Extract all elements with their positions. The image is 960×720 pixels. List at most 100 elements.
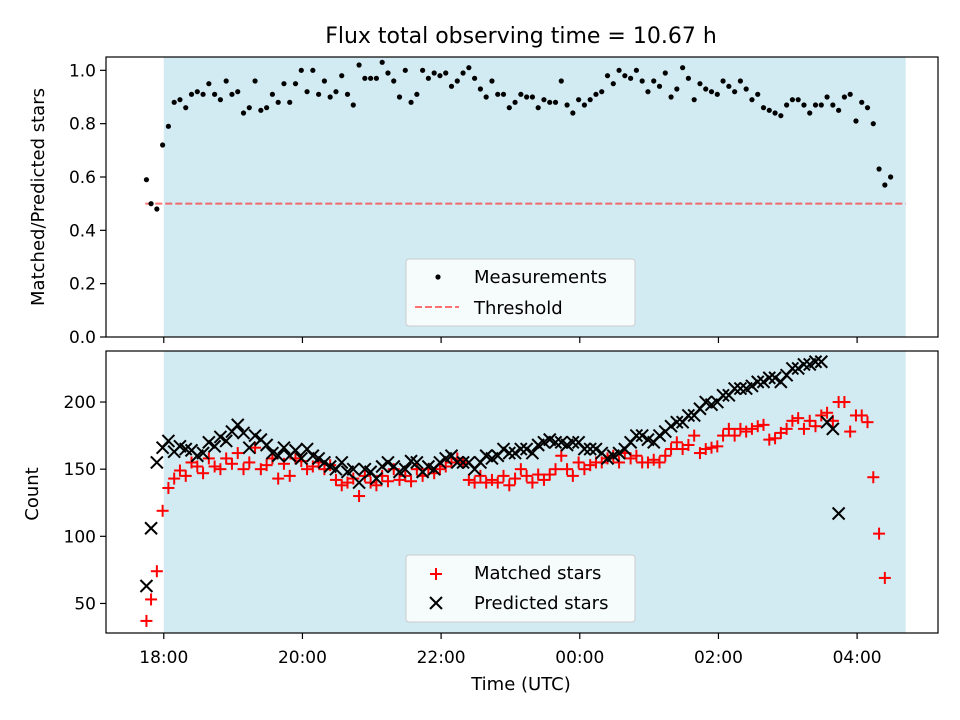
predicted-star-point	[797, 357, 811, 372]
matched-star-point	[797, 422, 810, 435]
top-y-tick-label: 0.8	[69, 115, 96, 135]
measurement-point	[830, 102, 836, 108]
measurement-point	[183, 105, 189, 111]
measurement-point	[593, 91, 599, 97]
measurement-point	[333, 89, 339, 95]
predicted-star-point	[352, 475, 366, 490]
matched-star-point	[763, 433, 776, 446]
measurement-point	[882, 182, 888, 188]
predicted-star-point	[814, 355, 828, 369]
predicted-star-point	[745, 379, 759, 393]
measurement-point	[448, 83, 455, 89]
predicted-star-point	[670, 415, 684, 429]
measurement-point	[264, 105, 270, 111]
predicted-star-point	[566, 435, 580, 450]
matched-star-point	[150, 565, 163, 578]
measurement-point	[726, 83, 732, 89]
measurement-point	[165, 123, 171, 129]
measurement-point	[552, 99, 559, 105]
predicted-star-point	[242, 440, 256, 455]
matched-star-point	[537, 473, 550, 486]
bottom-y-tick-label: 150	[64, 460, 96, 480]
predicted-star-point	[236, 426, 251, 440]
predicted-star-point	[652, 428, 667, 443]
measurement-point	[252, 78, 258, 84]
bottom-x-tick-label: 02:00	[694, 648, 743, 668]
predicted-star-point	[139, 579, 154, 593]
predicted-star-point	[219, 434, 233, 448]
measurement-point	[298, 67, 304, 73]
matched-star-point	[734, 422, 747, 435]
measurement-point	[714, 91, 720, 97]
matched-star-point	[399, 469, 412, 482]
measurement-point	[732, 89, 738, 95]
matched-star-point	[821, 406, 834, 419]
measurement-point	[269, 91, 275, 97]
matched-star-point	[861, 416, 874, 429]
matched-star-point	[364, 476, 377, 489]
legend-measurements-label: Measurements	[474, 267, 607, 288]
predicted-star-point	[248, 428, 262, 443]
predicted-star-point	[831, 506, 846, 521]
measurement-point	[876, 166, 882, 172]
predicted-star-point	[161, 434, 176, 448]
predicted-star-point	[808, 355, 823, 369]
measurement-point	[547, 99, 553, 105]
predicted-star-point	[288, 443, 303, 458]
matched-star-point	[613, 456, 626, 469]
measurement-point	[385, 70, 391, 76]
predicted-star-point	[375, 459, 389, 474]
measurement-point	[535, 105, 541, 111]
measurement-point	[674, 86, 680, 92]
predicted-star-point	[583, 442, 597, 456]
matched-star-point	[566, 469, 579, 482]
measurement-point	[466, 65, 472, 71]
matched-star-point	[803, 414, 816, 427]
predicted-star-point	[716, 388, 730, 403]
matched-star-point	[497, 469, 510, 482]
matched-star-point	[485, 473, 498, 486]
measurement-point	[789, 97, 796, 103]
measurement-point	[275, 99, 281, 105]
predicted-star-point	[612, 446, 626, 460]
measurement-point	[685, 75, 692, 81]
matched-star-point	[145, 593, 158, 606]
bottom-y-tick-label: 100	[64, 527, 96, 547]
bottom-x-tick-label: 18:00	[139, 648, 188, 668]
predicted-star-point	[664, 419, 678, 433]
bottom-y-tick-label: 50	[74, 594, 96, 614]
predicted-star-point	[635, 428, 649, 443]
predicted-stars-points	[139, 355, 846, 593]
measurement-point	[841, 94, 848, 100]
matched-star-point	[468, 476, 481, 489]
measurement-point	[287, 99, 293, 105]
matched-star-point	[838, 396, 851, 409]
matched-star-point	[722, 422, 735, 435]
measurement-point	[356, 62, 362, 68]
matched-star-point	[243, 456, 256, 469]
bottom-y-axis-ticks: 50 100 150 200	[64, 393, 106, 614]
bottom-x-axis-ticks: 18:00 20:00 22:00 00:00 02:00 04:00	[139, 633, 882, 668]
predicted-star-point	[681, 408, 696, 423]
measurement-point	[414, 91, 420, 97]
measurement-point	[708, 89, 715, 95]
matched-star-point	[353, 490, 366, 503]
matched-star-point	[855, 409, 868, 422]
measurement-point	[212, 91, 218, 97]
matched-star-point	[179, 469, 192, 482]
top-x-axis-ticks	[163, 337, 858, 343]
top-y-axis-label: Matched/Predicted stars	[28, 88, 49, 306]
measurement-point	[639, 78, 645, 84]
measurement-point	[599, 89, 605, 95]
matched-star-point	[225, 457, 238, 470]
bottom-plot-frame	[105, 350, 939, 634]
measurement-point	[795, 97, 801, 103]
measurement-point	[645, 89, 651, 95]
measurement-point	[240, 110, 247, 116]
predicted-star-point	[277, 440, 291, 455]
measurement-point	[402, 67, 408, 73]
bottom-legend-box	[405, 554, 636, 623]
measurement-point	[766, 107, 772, 113]
legend-threshold-label: Threshold	[473, 298, 563, 319]
